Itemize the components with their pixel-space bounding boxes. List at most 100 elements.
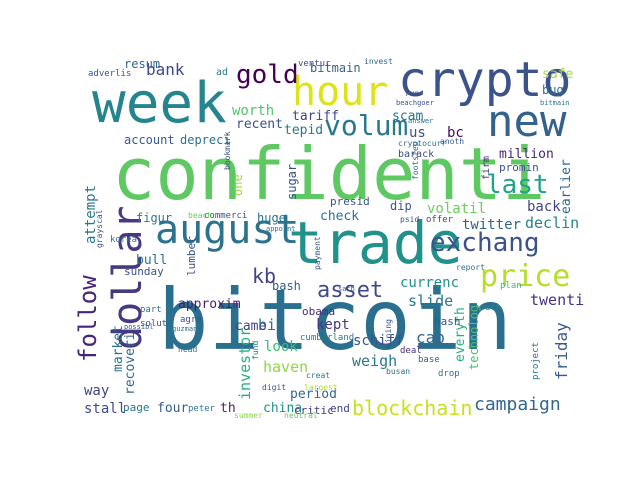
word: solut (140, 319, 168, 329)
word: last (486, 170, 549, 200)
word: august (155, 207, 300, 253)
word: volum (324, 109, 409, 142)
word: scam (392, 109, 424, 124)
word: adverlis (88, 69, 132, 79)
word: price (480, 259, 571, 294)
word: account (124, 133, 175, 147)
word: earlier (559, 159, 574, 214)
word: asset (317, 278, 384, 303)
word: follow (74, 275, 102, 362)
word: recent (236, 117, 283, 132)
word: ad (216, 67, 229, 78)
word: check (320, 209, 360, 224)
word: investor (236, 327, 254, 400)
word: bash (272, 279, 301, 293)
word: safe (542, 67, 574, 82)
word: presid (330, 195, 370, 208)
word: bc (447, 125, 464, 141)
word: back (527, 199, 561, 215)
word: footstep (411, 141, 420, 180)
word: approxim (178, 297, 241, 312)
word: bull (136, 253, 168, 268)
word: barack (398, 149, 435, 160)
word: invest (364, 57, 393, 66)
word: deal (400, 346, 422, 356)
word: bank (146, 60, 185, 79)
word: one (231, 174, 245, 196)
word: exchang (430, 228, 540, 258)
word: depreci (180, 133, 231, 147)
word: plan (500, 281, 522, 291)
word: four (157, 401, 189, 416)
word: hour (292, 69, 389, 115)
word: twitter (462, 217, 522, 233)
word: lumber (185, 236, 198, 276)
word: declin (525, 214, 580, 232)
word: commerci (204, 211, 248, 221)
word: possibl (124, 323, 154, 331)
word: neutral (284, 411, 318, 420)
word: cap (416, 328, 445, 347)
word: korea (110, 235, 138, 245)
word: new (487, 96, 567, 147)
word: sunday (124, 265, 164, 278)
word: summer (234, 411, 263, 420)
word: base (418, 355, 440, 365)
word: week (92, 71, 227, 136)
word: offer (426, 215, 454, 225)
word: hash (434, 315, 461, 328)
word: blockchain (352, 396, 473, 420)
word: came (235, 319, 267, 334)
word: appoint (266, 225, 296, 233)
word: peter (188, 404, 216, 414)
word: run (405, 89, 420, 98)
word: resum (124, 57, 161, 71)
word: answer (408, 117, 434, 125)
word: weigh (352, 352, 398, 370)
word: tariff (292, 109, 339, 124)
word: mining (384, 319, 393, 348)
word: report (456, 263, 485, 272)
word: obama (302, 305, 336, 318)
word: recoveri (123, 332, 138, 395)
word: cryptocurr (398, 139, 447, 148)
word: sugar (285, 163, 299, 200)
word: th (220, 401, 236, 416)
word: haven (263, 358, 309, 376)
word: bitmain (540, 99, 570, 107)
word: technolog (467, 304, 481, 370)
word: psid (400, 215, 420, 224)
word: fund (251, 340, 260, 360)
word: end (330, 402, 350, 415)
word: payment (313, 236, 322, 270)
word: gold (236, 60, 299, 90)
word: period (290, 387, 337, 402)
word: big (258, 316, 286, 334)
word: anoth (440, 137, 465, 146)
word: kept (316, 317, 350, 333)
word: promin (499, 161, 539, 174)
word: beach (188, 211, 213, 220)
word: busan (386, 367, 411, 376)
word: digit (262, 383, 287, 392)
word: ventur (298, 59, 331, 69)
word: volatil (427, 201, 487, 217)
word: china (263, 401, 303, 416)
word: bitmain (310, 61, 361, 75)
word: worth (232, 103, 275, 119)
word: agre (180, 315, 202, 325)
word: look (264, 339, 298, 355)
word: crypto (398, 52, 572, 108)
word: firm (481, 155, 492, 180)
word: beachgoer (396, 99, 434, 107)
word: critic (294, 404, 334, 417)
word: trade (288, 209, 463, 277)
word: schiff (353, 333, 404, 349)
word: figur (136, 211, 173, 225)
word: cumberland (300, 333, 355, 343)
word: creat (306, 371, 331, 380)
word: friday (552, 322, 571, 380)
word: tepid (284, 123, 324, 138)
word: largest (304, 383, 338, 392)
